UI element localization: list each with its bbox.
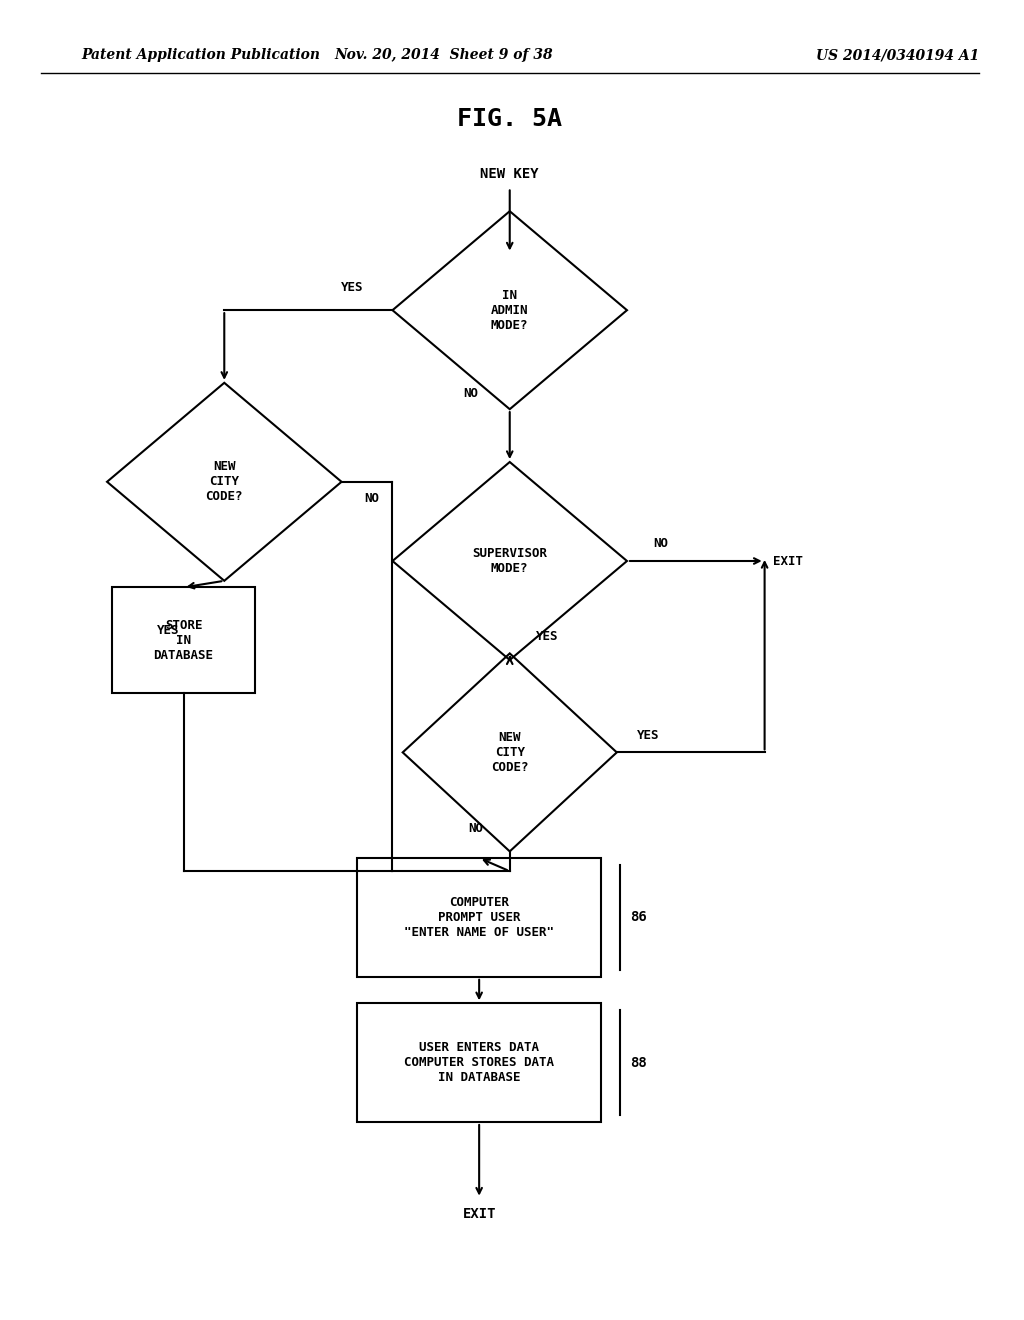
Text: EXIT: EXIT [463,1208,496,1221]
Text: FIG. 5A: FIG. 5A [458,107,562,131]
Text: US 2014/0340194 A1: US 2014/0340194 A1 [815,49,979,62]
Text: NEW
CITY
CODE?: NEW CITY CODE? [206,461,243,503]
Text: 86: 86 [630,911,647,924]
Text: YES: YES [537,630,559,643]
Text: IN
ADMIN
MODE?: IN ADMIN MODE? [490,289,528,331]
Text: NO: NO [365,492,380,506]
Text: SUPERVISOR
MODE?: SUPERVISOR MODE? [472,546,547,576]
Text: NEW KEY: NEW KEY [480,168,539,181]
Text: Patent Application Publication: Patent Application Publication [82,49,321,62]
Text: NEW
CITY
CODE?: NEW CITY CODE? [490,731,528,774]
Text: YES: YES [637,729,659,742]
Text: STORE
IN
DATABASE: STORE IN DATABASE [154,619,214,661]
Text: NO: NO [469,822,483,836]
Text: EXIT: EXIT [773,554,803,568]
Text: YES: YES [157,624,179,638]
Text: USER ENTERS DATA
COMPUTER STORES DATA
IN DATABASE: USER ENTERS DATA COMPUTER STORES DATA IN… [404,1041,554,1084]
Text: NO: NO [653,537,668,550]
Text: NO: NO [464,387,478,400]
Text: COMPUTER
PROMPT USER
"ENTER NAME OF USER": COMPUTER PROMPT USER "ENTER NAME OF USER… [404,896,554,939]
Text: 88: 88 [630,1056,647,1069]
Text: YES: YES [340,281,362,294]
Text: Nov. 20, 2014  Sheet 9 of 38: Nov. 20, 2014 Sheet 9 of 38 [334,49,553,62]
